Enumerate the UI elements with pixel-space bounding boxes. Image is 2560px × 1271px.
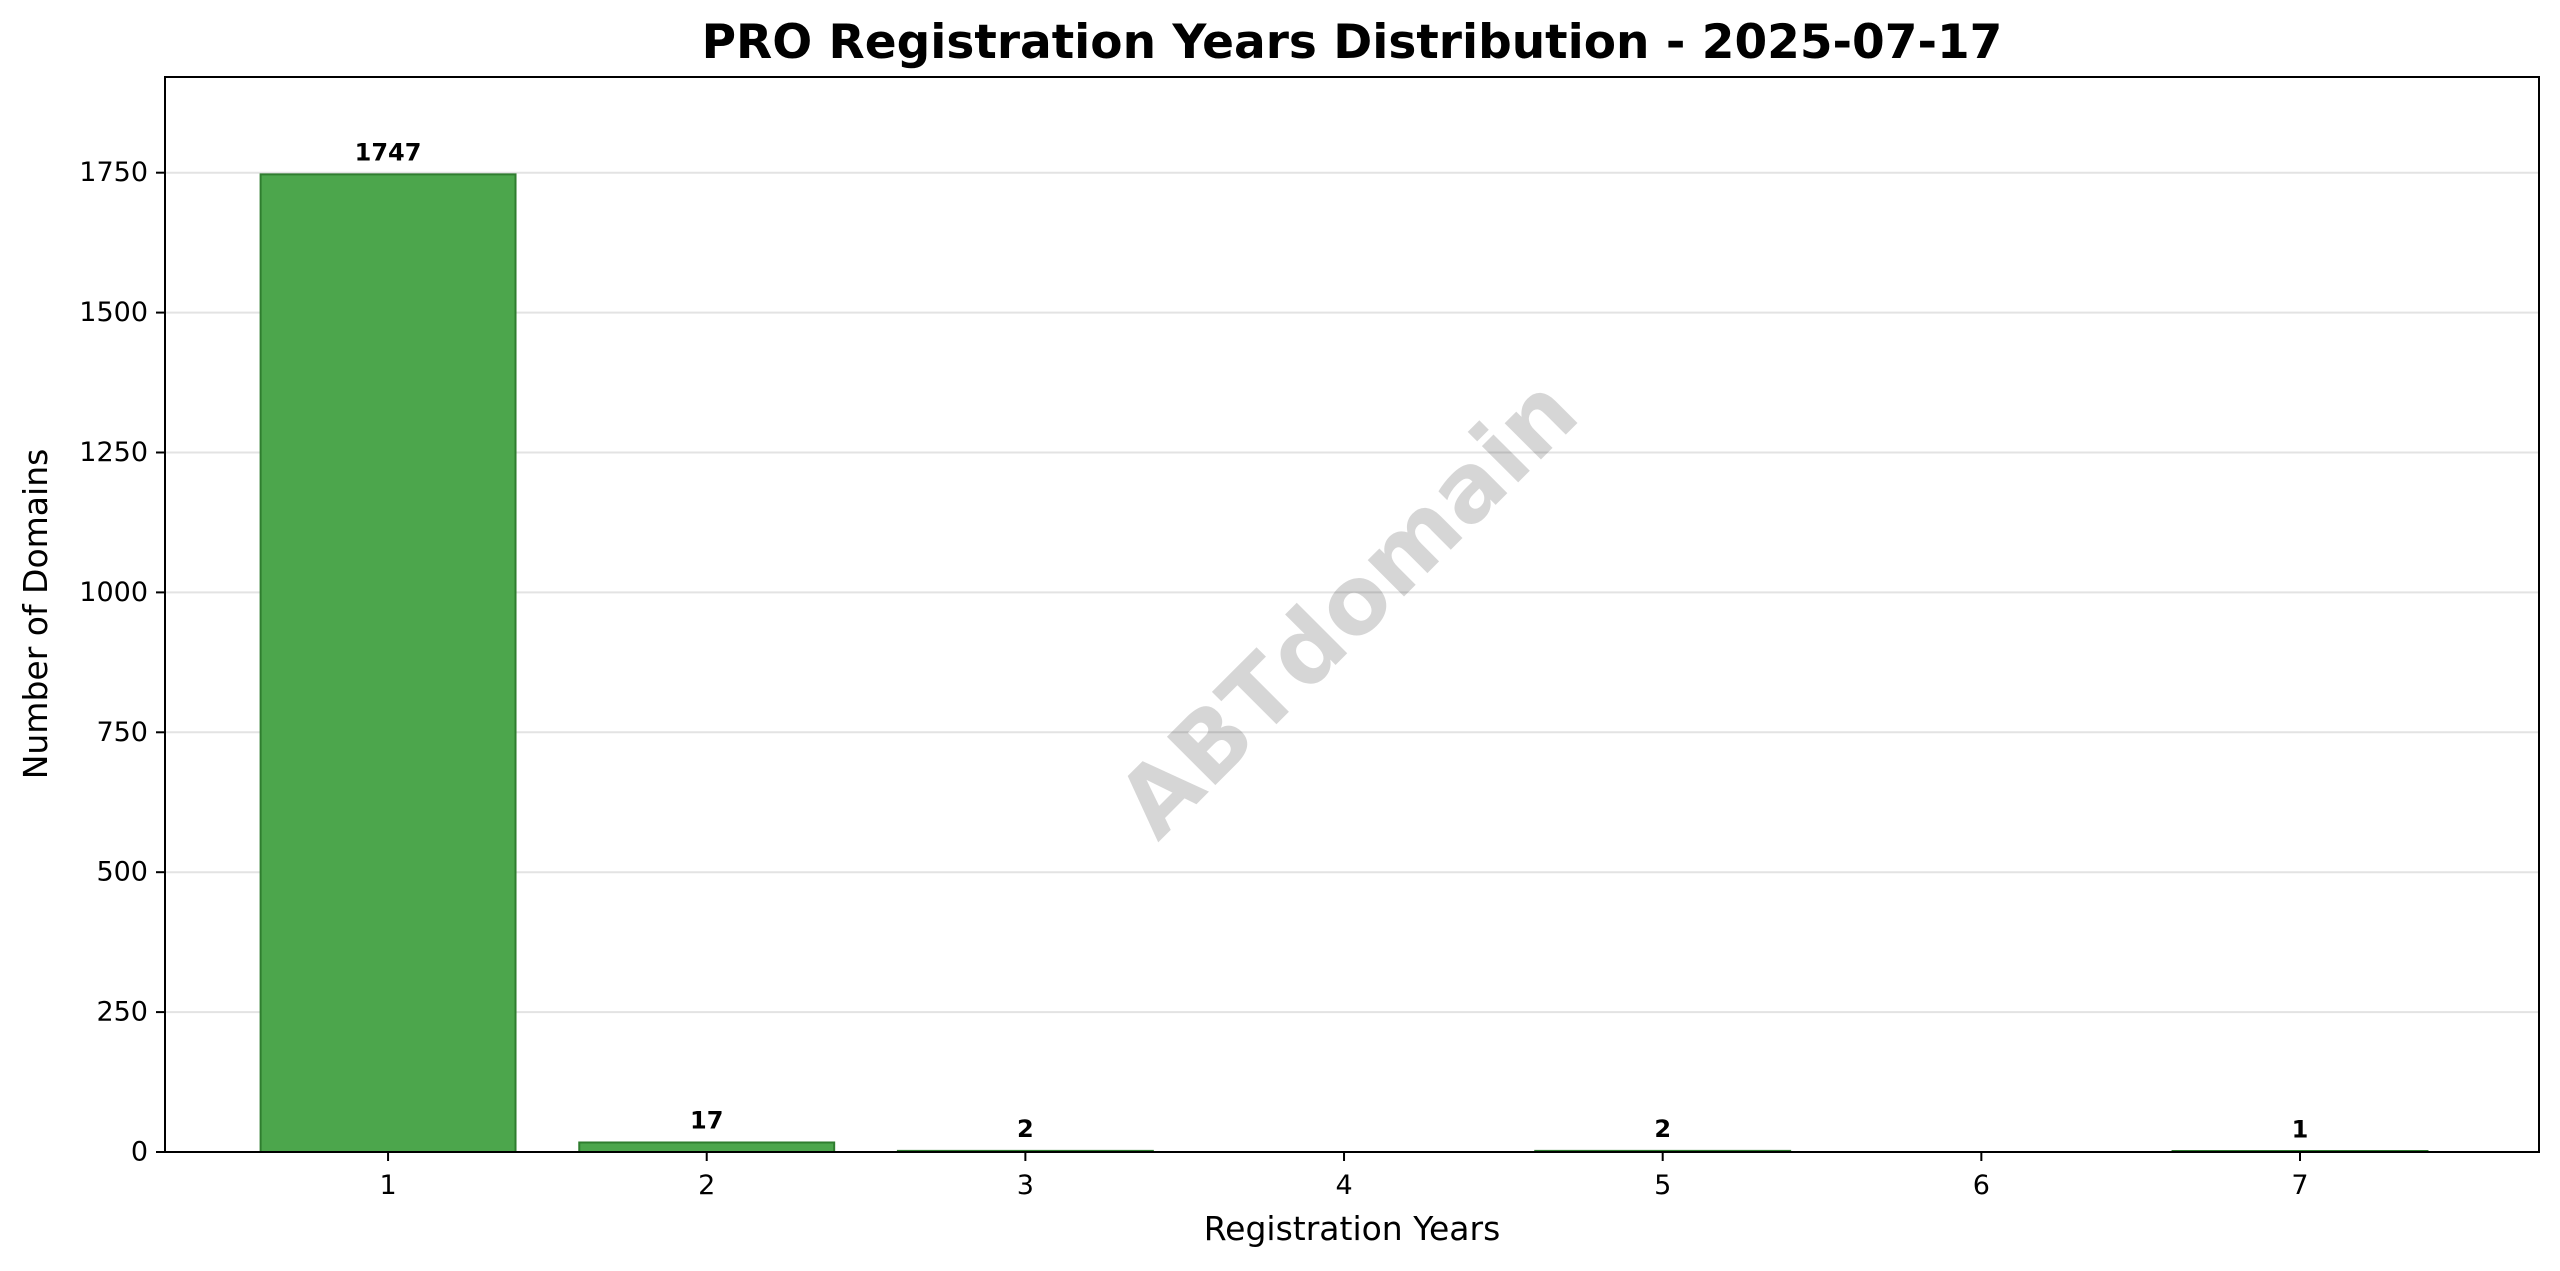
y-tick-label: 1750	[79, 157, 148, 188]
y-tick-label: 0	[131, 1137, 148, 1168]
chart-title: PRO Registration Years Distribution - 20…	[702, 15, 2003, 70]
x-axis-ticks: 1 2 3 4 5 6 7	[379, 1152, 2309, 1201]
data-label-year-3: 2	[1017, 1115, 1034, 1143]
y-tick-label: 500	[96, 857, 148, 888]
bars	[259, 173, 2429, 1153]
x-tick-label: 6	[1973, 1170, 1990, 1201]
data-label-year-7: 1	[2292, 1115, 2309, 1143]
x-tick-label: 1	[379, 1170, 396, 1201]
x-tick-label: 4	[1335, 1170, 1352, 1201]
gridlines	[165, 171, 2539, 1014]
y-tick-label: 1000	[79, 577, 148, 608]
x-tick-label: 5	[1654, 1170, 1671, 1201]
y-tick-label: 750	[96, 717, 148, 748]
x-tick-label: 3	[1017, 1170, 1034, 1201]
x-tick-label: 7	[2291, 1170, 2308, 1201]
data-labels: 1747 17 2 2 1	[355, 138, 2309, 1143]
y-axis-label: Number of Domains	[16, 449, 55, 780]
data-label-year-1: 1747	[355, 138, 422, 166]
y-axis-ticks: 0 250 500 750 1000 1250 1500 1750	[79, 157, 165, 1168]
y-tick-label: 1250	[79, 437, 148, 468]
data-label-year-5: 2	[1654, 1115, 1671, 1143]
x-tick-label: 2	[698, 1170, 715, 1201]
bar-year-2	[578, 1141, 836, 1153]
plot-frame	[164, 76, 2540, 1153]
bar-year-1	[259, 173, 517, 1153]
y-tick-label: 1500	[79, 297, 148, 328]
data-label-year-2: 17	[690, 1106, 723, 1134]
y-tick-label: 250	[96, 997, 148, 1028]
x-axis-label: Registration Years	[1204, 1209, 1501, 1248]
